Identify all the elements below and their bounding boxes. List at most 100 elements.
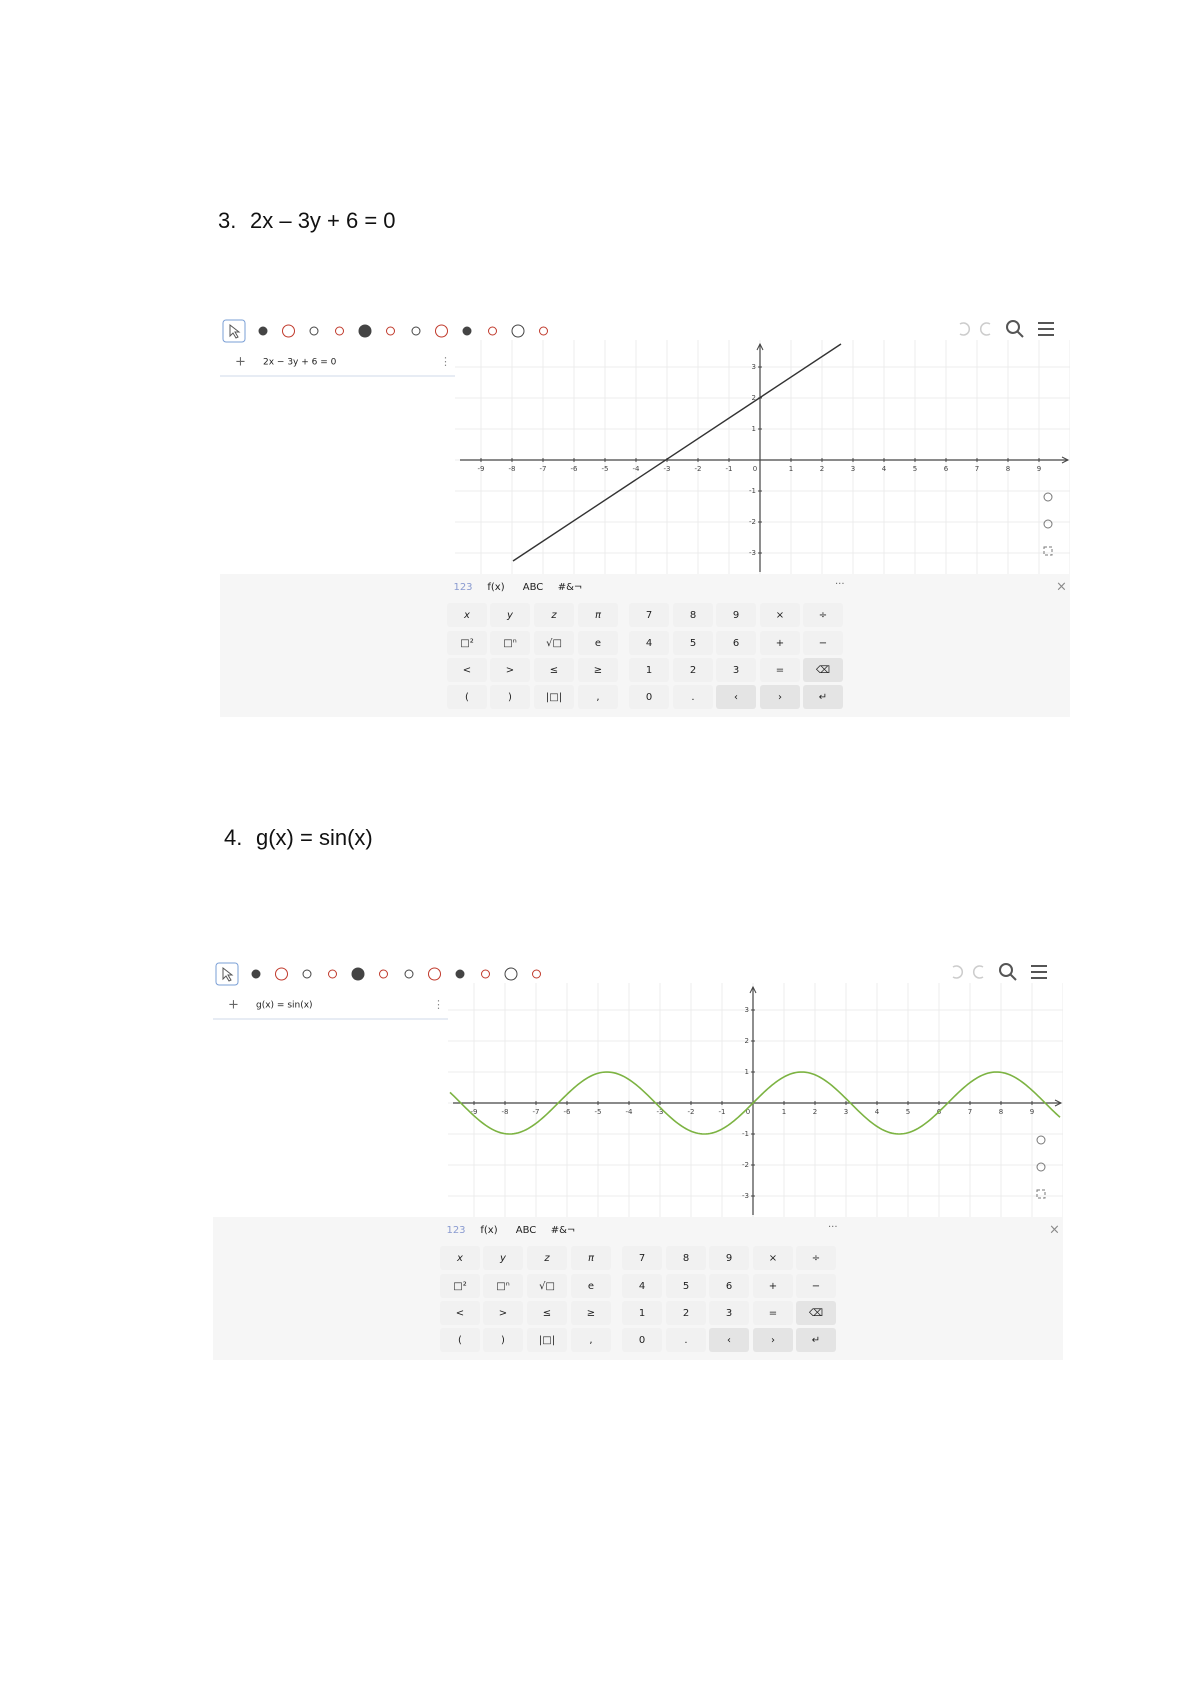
key-label: ↵ (812, 1335, 820, 1346)
key-label: 9 (726, 1253, 732, 1264)
key (490, 631, 530, 655)
key (534, 658, 574, 682)
key (571, 1301, 611, 1325)
move-tool (215, 962, 239, 986)
key-label: □ⁿ (503, 638, 516, 649)
key (709, 1274, 749, 1298)
x-tick-label: 1 (782, 1108, 786, 1116)
key-label: 0 (639, 1335, 645, 1346)
key (490, 685, 530, 709)
tool-icon (258, 326, 268, 336)
y-tick-label: 1 (752, 425, 756, 433)
keyboard-tab: f(x) (480, 1225, 497, 1236)
key (534, 631, 574, 655)
key-label: . (684, 1335, 687, 1346)
key (490, 603, 530, 627)
key (527, 1301, 567, 1325)
key (571, 1246, 611, 1270)
key (622, 1246, 662, 1270)
key-label: 7 (639, 1253, 645, 1264)
key-label: √□ (539, 1281, 555, 1292)
x-tick-label: 9 (1030, 1108, 1034, 1116)
y-tick-label: -3 (749, 549, 756, 557)
key (666, 1301, 706, 1325)
tool-icon (379, 969, 388, 979)
key (716, 603, 756, 627)
key (666, 1246, 706, 1270)
key (440, 1246, 480, 1270)
x-tick-label: 5 (913, 465, 917, 473)
tool-icon (358, 324, 372, 338)
item-number: 3. (218, 208, 237, 233)
key (447, 658, 487, 682)
key-label: 5 (683, 1281, 689, 1292)
tool-icon (511, 324, 525, 338)
key (709, 1301, 749, 1325)
key-label: √□ (546, 638, 562, 649)
tool-icon (275, 967, 288, 981)
key (796, 1274, 836, 1298)
key (534, 603, 574, 627)
key-label: > (506, 665, 514, 676)
key-label: 6 (733, 638, 739, 649)
x-tick-label: 7 (975, 465, 979, 473)
key (716, 685, 756, 709)
key-label: 8 (683, 1253, 689, 1264)
key-label: □² (453, 1281, 466, 1292)
key (622, 1328, 662, 1352)
y-tick-label: 2 (745, 1037, 749, 1045)
key (447, 631, 487, 655)
keyboard-tab: ABC (523, 582, 544, 593)
move-tool (222, 319, 246, 343)
search-icon (1006, 320, 1020, 334)
tool-icon (488, 326, 497, 336)
equation: 2x – 3y + 6 = 0 (250, 208, 396, 233)
key-label: ÷ (819, 610, 827, 621)
key-label: 2 (690, 665, 696, 676)
cursor-icon (229, 323, 241, 339)
key (440, 1274, 480, 1298)
equation: g(x) = sin(x) (256, 825, 373, 850)
tool-icon (404, 969, 414, 979)
key-label: › (778, 692, 782, 703)
key-label: ↵ (819, 692, 827, 703)
zoom-icon (1043, 519, 1053, 529)
key-label: = (769, 1308, 777, 1319)
key-label: π (588, 1253, 595, 1264)
y-tick-label: -2 (742, 1161, 749, 1169)
key-label: + (769, 1281, 777, 1292)
y-tick-label: -3 (742, 1192, 749, 1200)
tool-icon (302, 969, 312, 979)
key-label: π (595, 610, 602, 621)
y-tick-label: 2 (752, 394, 756, 402)
zoom-icon (1036, 1135, 1046, 1145)
key (527, 1328, 567, 1352)
keyboard-more: ··· (835, 579, 845, 590)
key-label: y (499, 1253, 507, 1264)
x-tick-label: -9 (478, 465, 485, 473)
tool-icon (455, 969, 465, 979)
x-tick-label: 8 (999, 1108, 1003, 1116)
keyboard-tab: #&¬ (558, 582, 583, 593)
key-label: e (595, 638, 601, 649)
x-tick-label: -3 (664, 465, 671, 473)
zoom-icon (1036, 1162, 1046, 1172)
geogebra-screenshot: -9 -8 -7 -6 -5 -4 -3 -2 -1 0 1 2 3 4 5 6 7 8 9 -3 -2 -1 1 2 3 + g(… (213, 955, 1064, 1360)
key (796, 1301, 836, 1325)
key-label: |□| (546, 692, 562, 703)
x-tick-label: 6 (944, 465, 949, 473)
key-label: e (588, 1281, 594, 1292)
y-axis-arrow (756, 342, 764, 351)
x-tick-label: -2 (688, 1108, 695, 1116)
key-label: ‹ (734, 692, 738, 703)
key (803, 631, 843, 655)
tool-icon (335, 326, 344, 336)
key (716, 631, 756, 655)
key-label: − (819, 638, 827, 649)
key-label: 3 (726, 1308, 732, 1319)
y-axis-arrow (749, 985, 757, 994)
keyboard-tab: f(x) (487, 582, 504, 593)
key (447, 603, 487, 627)
x-axis-arrow (1054, 1099, 1063, 1107)
